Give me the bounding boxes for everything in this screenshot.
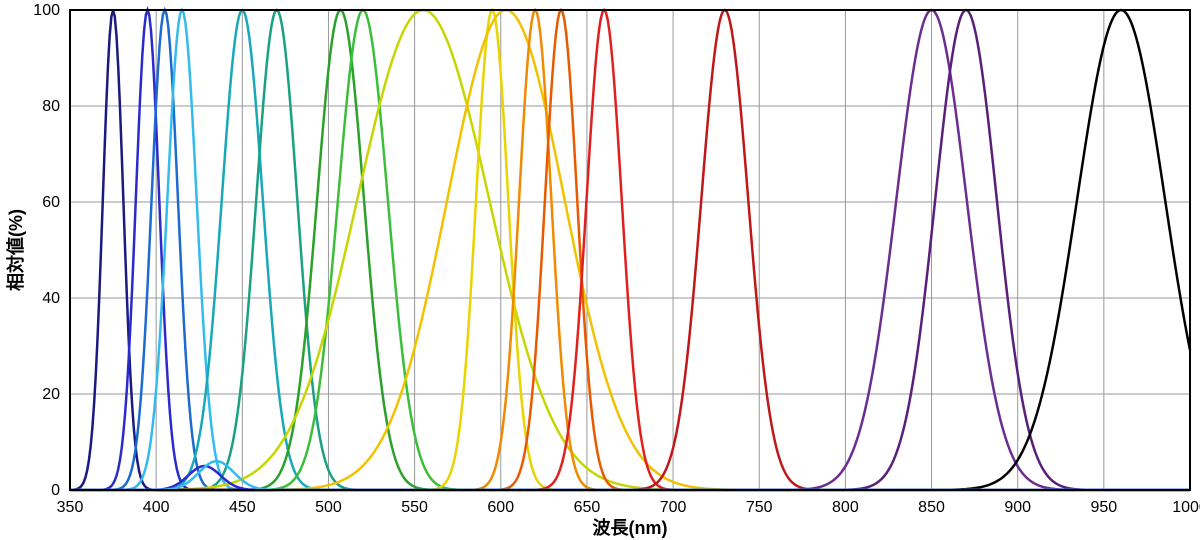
x-tick-label: 650 [574,499,601,516]
y-axis-label: 相対値(%) [5,209,26,291]
x-tick-label: 600 [487,499,514,516]
y-tick-label: 40 [42,290,60,307]
x-tick-label: 400 [143,499,170,516]
spectrum-peak-470 [70,10,1190,490]
x-tick-label: 700 [660,499,687,516]
y-tick-label: 80 [42,98,60,115]
curves-group [70,10,1190,490]
x-tick-label: 350 [57,499,84,516]
x-tick-label: 450 [229,499,256,516]
x-tick-label: 500 [315,499,342,516]
x-tick-label: 800 [832,499,859,516]
y-tick-label: 60 [42,194,60,211]
y-tick-label: 20 [42,386,60,403]
spectral-chart: 3504004505005506006507007508008509009501… [0,0,1200,540]
x-axis-label: 波長(nm) [593,517,668,538]
ticks-group: 3504004505005506006507007508008509009501… [33,2,1200,516]
x-tick-label: 550 [401,499,428,516]
x-tick-label: 850 [918,499,945,516]
x-tick-label: 900 [1004,499,1031,516]
x-tick-label: 1000 [1172,499,1200,516]
y-tick-label: 100 [33,2,60,19]
chart-svg: 3504004505005506006507007508008509009501… [0,0,1200,540]
x-tick-label: 950 [1090,499,1117,516]
x-tick-label: 750 [746,499,773,516]
y-tick-label: 0 [51,482,60,499]
